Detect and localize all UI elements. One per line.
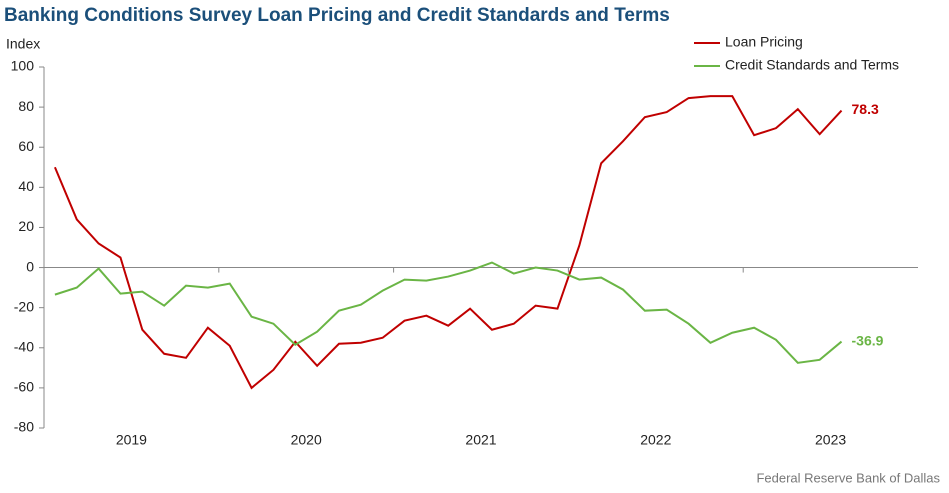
y-tick-label: 100 [11,58,35,74]
legend-label: Credit Standards and Terms [725,57,899,73]
chart-title: Banking Conditions Survey Loan Pricing a… [4,5,670,26]
y-tick-label: -80 [14,419,34,435]
y-axis-label: Index [6,36,40,52]
x-tick-label: 2019 [116,432,147,448]
y-tick-label: 40 [18,178,34,194]
x-tick-label: 2021 [465,432,496,448]
x-tick-label: 2020 [291,432,322,448]
y-tick-label: -60 [14,379,34,395]
y-tick-label: 20 [18,218,34,234]
series-line [54,261,843,364]
end-label: -36.9 [852,332,884,348]
y-tick-label: -20 [14,298,34,314]
source: Federal Reserve Bank of Dallas [756,470,940,485]
end-label: 78.3 [852,101,879,117]
y-tick-label: 0 [26,258,34,274]
y-tick-label: 60 [18,138,34,154]
x-tick-label: 2023 [815,432,846,448]
y-tick-label: 80 [18,98,34,114]
series-line [54,95,843,390]
legend-label: Loan Pricing [725,34,803,50]
x-tick-label: 2022 [640,432,671,448]
y-tick-label: -40 [14,338,34,354]
